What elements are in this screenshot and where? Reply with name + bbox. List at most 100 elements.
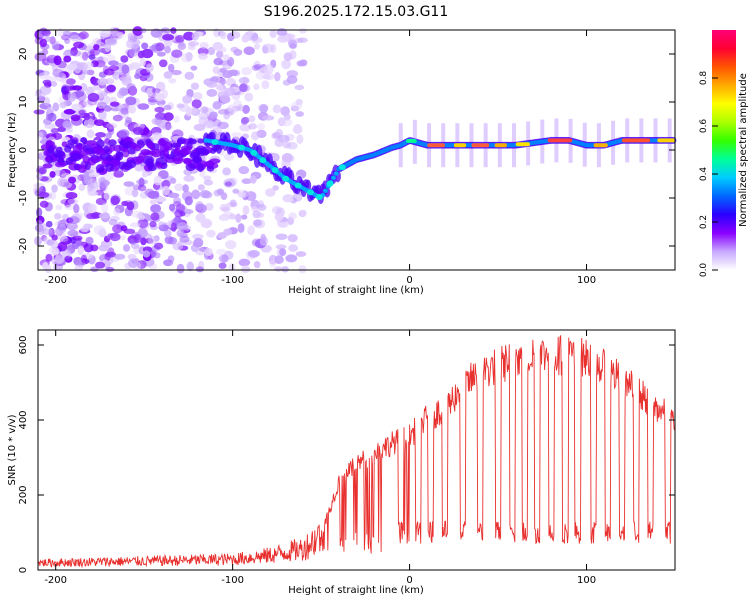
noise-blob [52,150,65,158]
noise-blob [105,163,114,172]
noise-blob [163,259,174,267]
snr-x-axis-label: Height of straight line (km) [288,585,424,596]
noise-blob [110,195,120,206]
noise-blob [89,177,98,185]
noise-blob [66,63,78,71]
noise-blob [148,44,161,52]
noise-blob [219,77,226,86]
noise-blob [258,67,266,74]
noise-blob [230,46,239,53]
noise-blob [298,265,307,274]
noise-blob [114,253,126,260]
noise-blob [85,61,94,70]
noise-blob [128,258,138,269]
noise-blob [137,103,150,110]
noise-blob [176,263,185,274]
noise-blob [35,220,43,226]
noise-blob [191,189,201,200]
noise-blob [263,64,274,75]
noise-blob [146,87,154,97]
x-tick-label: -100 [221,575,244,586]
noise-blob [157,139,168,147]
y-tick-label: 0 [18,147,29,153]
noise-blob [165,154,175,160]
noise-blob [247,225,255,236]
y-tick-label: 200 [18,485,29,504]
noise-blob [239,124,252,132]
noise-blob [224,181,232,187]
colorbar-ticks: 0.0 0.2 0.4 0.6 0.8 [699,71,718,277]
noise-blob [149,199,157,205]
noise-blob [68,176,77,184]
noise-blob [78,109,86,115]
noise-blob [72,235,83,241]
noise-blob [167,63,175,73]
noise-blob [106,84,116,93]
noise-blob [145,63,154,73]
x-tick-label: -100 [221,275,244,286]
noise-blob [288,244,299,252]
noise-blob [85,140,97,146]
noise-blob [125,96,137,106]
colorbar-label: Normalized spectral amplitude [738,73,749,227]
noise-blob [279,221,290,228]
noise-blob [190,65,198,71]
noise-blob [125,159,137,169]
noise-blob [229,199,237,207]
noise-blob [97,101,108,109]
noise-blob [194,247,206,256]
noise-blob [94,149,106,156]
noise-blob [93,225,106,235]
noise-blob [155,81,166,92]
noise-blob [45,113,53,121]
noise-blob [95,164,105,173]
snr-y-axis-label: SNR (10 * v/v) [7,414,18,485]
noise-blob [191,31,199,41]
noise-blob [49,191,57,200]
noise-blob [232,188,240,194]
ridge-peak [547,138,573,143]
noise-blob [247,250,260,258]
noise-blob [45,253,53,262]
noise-blob [39,38,48,48]
noise-blob [123,181,135,187]
noise-blob [296,134,304,144]
noise-blob [127,32,135,39]
noise-blob [141,171,148,178]
noise-blob [109,232,121,242]
noise-blob [88,172,101,178]
noise-blob [147,235,158,245]
noise-blob [221,254,228,263]
noise-blob [281,153,293,163]
colorbar-gradient [712,30,736,270]
ridge-hotspot [250,149,258,156]
snr-frame [37,329,676,571]
noise-blob [90,266,99,273]
noise-blob [213,57,224,66]
noise-blob [107,60,119,66]
noise-blob [186,261,194,272]
ridge-hotspot [306,189,314,196]
colorbar-tick-label: 0.6 [699,119,709,134]
noise-blob [241,214,248,220]
ridge-hotspot [294,182,302,189]
noise-blob [288,39,298,49]
noise-blob [113,144,123,152]
noise-blob [224,87,236,96]
noise-blob [150,28,163,38]
noise-blob [96,139,105,148]
noise-blob [126,201,135,211]
noise-blob [204,247,213,257]
noise-blob [185,162,196,172]
noise-blob [224,240,237,250]
noise-blob [158,224,170,232]
noise-blob [77,164,87,173]
noise-blob [132,26,143,36]
spectrogram-y-ticks: -20 -10 0 10 20 [18,48,675,254]
noise-blob [203,161,215,167]
noise-blob [71,85,83,91]
ridge-peak [471,143,490,148]
noise-blob [171,49,183,58]
noise-blob [80,226,89,233]
noise-blob [161,180,171,188]
